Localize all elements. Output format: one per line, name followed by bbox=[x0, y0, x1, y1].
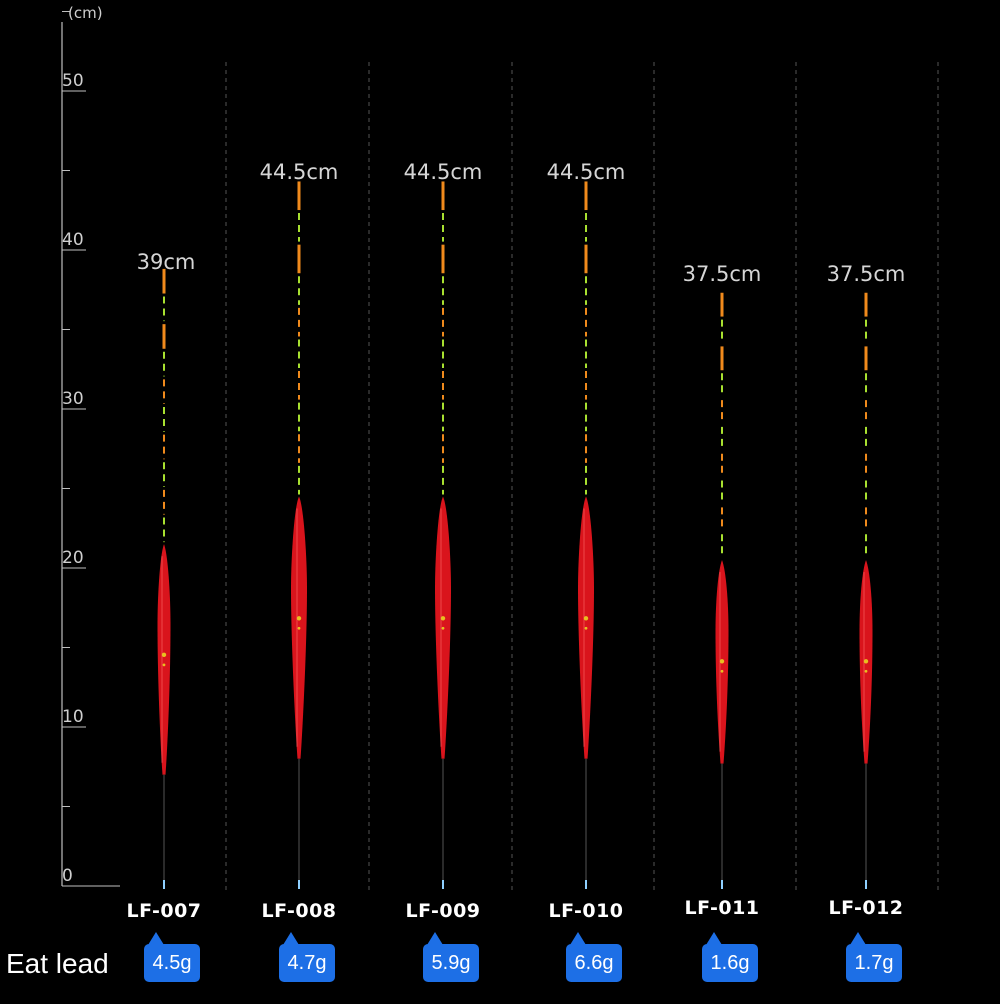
float-weight-badge: 5.9g bbox=[423, 932, 479, 982]
axis-tick-label: 30 bbox=[62, 389, 84, 409]
float-length-label: 44.5cm bbox=[546, 160, 626, 184]
float-body-dot bbox=[296, 616, 302, 621]
axis-tick-label: 0 bbox=[62, 866, 73, 886]
float-body bbox=[157, 544, 171, 775]
float-body-dot bbox=[720, 669, 724, 673]
float-length-label: 39cm bbox=[136, 250, 196, 274]
axis-tick-label: 50 bbox=[62, 71, 84, 91]
float-model-label: LF-007 bbox=[126, 900, 202, 922]
float-weight-badge: 1.7g bbox=[846, 932, 902, 982]
float-length-label: 37.5cm bbox=[826, 262, 906, 286]
axis-tick-label: 10 bbox=[62, 707, 84, 727]
float-body-dot bbox=[719, 659, 725, 664]
float-weight-badge: 6.6g bbox=[566, 932, 622, 982]
float-body-dot bbox=[161, 652, 167, 658]
float-body-dot bbox=[863, 659, 869, 664]
float-model-label: LF-009 bbox=[405, 900, 481, 922]
float-model-label: LF-010 bbox=[548, 900, 624, 922]
float-body-dot bbox=[440, 616, 446, 621]
float-model-label: LF-011 bbox=[684, 897, 760, 919]
float-body-dot bbox=[864, 669, 868, 673]
float-body-dot bbox=[297, 626, 301, 630]
eat-lead-label: Eat lead bbox=[6, 948, 109, 979]
axis-tick-label: 20 bbox=[62, 548, 84, 568]
float-model-label: LF-008 bbox=[261, 900, 337, 922]
float-body-dot bbox=[162, 663, 166, 667]
axis-tick-label: 40 bbox=[62, 230, 84, 250]
axis-unit-label: (cm) bbox=[68, 4, 103, 22]
float-body-dot bbox=[441, 626, 445, 630]
float-body-dot bbox=[583, 616, 589, 621]
float-length-label: 44.5cm bbox=[259, 160, 339, 184]
float-weight-badge: 4.7g bbox=[279, 932, 335, 982]
float-body-dot bbox=[584, 626, 588, 630]
float-weight-badge: 1.6g bbox=[702, 932, 758, 982]
float-weight-badge: 4.5g bbox=[144, 932, 200, 982]
float-length-label: 44.5cm bbox=[403, 160, 483, 184]
float-model-label: LF-012 bbox=[828, 897, 904, 919]
float-length-label: 37.5cm bbox=[682, 262, 762, 286]
